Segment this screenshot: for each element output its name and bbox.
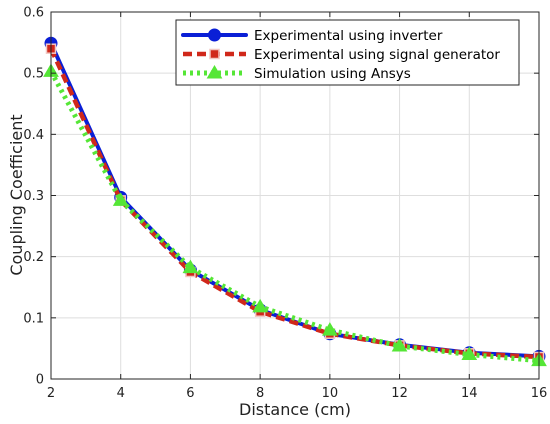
data-point bbox=[461, 346, 478, 361]
legend-marker bbox=[208, 28, 221, 42]
data-point bbox=[321, 322, 338, 336]
x-tick-label: 10 bbox=[322, 386, 339, 401]
ticks-layer: 2 4 6 8 10 12 14 16 0 0.1 0.2 0.3 0.4 0.5 0.6 bbox=[23, 6, 547, 402]
series-line bbox=[48, 70, 540, 364]
x-tick-label: 12 bbox=[391, 386, 408, 401]
y-tick-label: 0.2 bbox=[23, 250, 44, 265]
y-tick-label: 0.3 bbox=[23, 189, 44, 204]
data-point bbox=[182, 259, 199, 274]
series-layer bbox=[43, 36, 547, 367]
y-tick-label: 0.1 bbox=[23, 311, 44, 326]
data-point bbox=[391, 337, 408, 352]
x-tick-label: 2 bbox=[47, 386, 55, 401]
y-tick-label: 0.5 bbox=[23, 67, 44, 82]
legend-label: Experimental using inverter bbox=[254, 28, 443, 44]
x-tick-label: 4 bbox=[117, 386, 125, 401]
x-tick-label: 8 bbox=[256, 386, 264, 401]
data-point bbox=[112, 192, 129, 206]
x-axis-label: Distance (cm) bbox=[239, 400, 351, 419]
y-tick-label: 0.6 bbox=[23, 6, 44, 21]
data-point bbox=[252, 298, 269, 313]
y-tick-label: 0.4 bbox=[23, 128, 44, 143]
legend-marker bbox=[209, 48, 220, 60]
legend-marker bbox=[206, 65, 223, 79]
y-tick-label: 0 bbox=[36, 373, 44, 388]
x-tick-label: 6 bbox=[186, 386, 194, 401]
x-tick-label: 14 bbox=[461, 386, 478, 401]
legend: Experimental using inverter Experimental … bbox=[175, 19, 520, 86]
y-axis-label: Coupling Coefficient bbox=[7, 114, 26, 275]
x-tick-label: 16 bbox=[531, 386, 548, 401]
legend-label: Simulation using Ansys bbox=[254, 66, 411, 82]
legend-label: Experimental using signal generator bbox=[254, 47, 500, 63]
